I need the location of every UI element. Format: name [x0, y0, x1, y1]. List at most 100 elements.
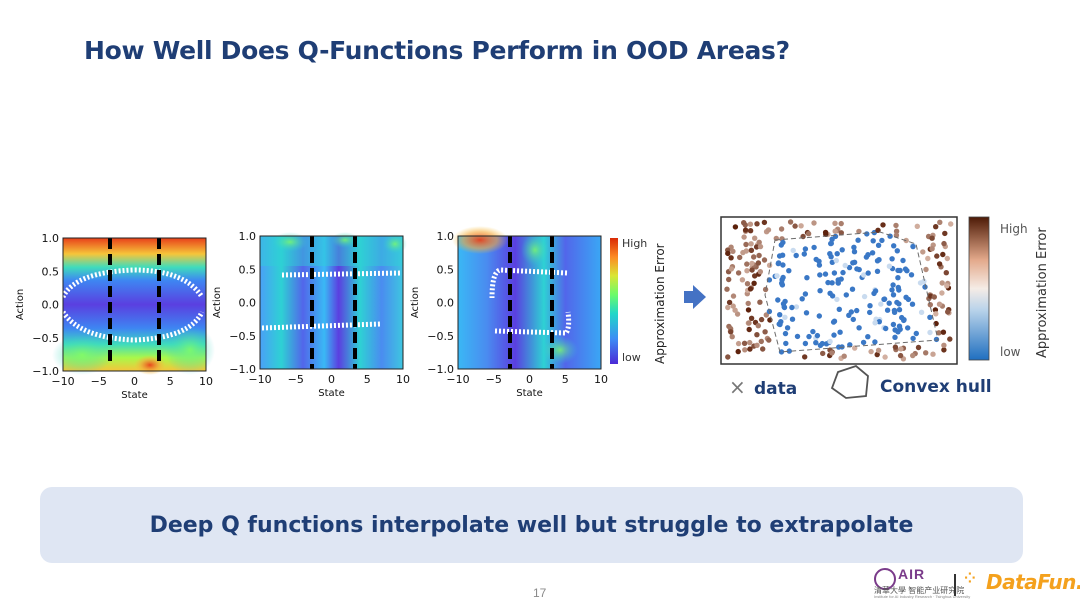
scatter-point [756, 239, 762, 245]
scatter-point [786, 268, 792, 274]
scatter-point [741, 220, 747, 226]
scatter-point [749, 267, 755, 273]
heatmap-3 [452, 226, 602, 370]
scatter-point [948, 221, 954, 227]
scatter-point [908, 272, 915, 278]
scatter-point [932, 307, 939, 313]
scatter-point [802, 291, 809, 297]
scatter-point [782, 298, 788, 305]
scatter-point [779, 282, 786, 288]
scatter-point [778, 226, 785, 232]
scatter-point [886, 300, 892, 306]
scatter-point [867, 309, 873, 316]
scatter-point [925, 255, 931, 262]
turbo-colorbar [610, 238, 618, 364]
takeaway-callout: Deep Q functions interpolate well but st… [40, 487, 1023, 563]
scatter-point [891, 309, 898, 315]
scatter-point [865, 270, 871, 276]
scatter-point [842, 262, 848, 269]
scatter-point [918, 309, 925, 315]
scatter-point [867, 303, 873, 309]
x-tick-label: −5 [486, 373, 502, 386]
scatter-point [740, 249, 746, 256]
scatter-point [726, 299, 733, 306]
y-tick-label: 0.5 [42, 265, 60, 278]
scatter-point [755, 323, 761, 329]
scatter-point [761, 257, 768, 263]
scatter-point [941, 240, 947, 247]
x-tick-label: −5 [91, 375, 107, 388]
scatter-point [895, 275, 901, 281]
scatter-point [944, 283, 950, 289]
scatter-point [814, 332, 821, 339]
scatter-point [894, 248, 900, 254]
scatter-point [898, 346, 904, 352]
scatter-point [782, 330, 789, 337]
scatter-point [728, 266, 735, 272]
scatter-point [816, 313, 822, 319]
scatter-point [802, 246, 809, 252]
scatter-point [936, 261, 943, 267]
slide-title: How Well Does Q-Functions Perform in OOD… [84, 36, 790, 65]
scatter-point [732, 224, 739, 230]
scatter-point [728, 255, 734, 261]
turbo-colorbar-high: High [622, 237, 647, 250]
scatter-point [802, 354, 808, 360]
tsinghua-seal-icon [874, 568, 896, 590]
x-axis-label: State [121, 390, 147, 401]
scatter-point [757, 269, 763, 275]
scatter-point [933, 311, 939, 317]
datafun-logo: DataFun. [986, 570, 1080, 594]
scatter-point [840, 269, 846, 276]
scatter-point [849, 286, 856, 292]
figure: High low Approximation Error 1.0 0.5 0.0 −0… [15, 216, 1050, 401]
y-tick-label: 0.0 [239, 297, 257, 310]
scatter-point [758, 316, 765, 323]
legend-data-label: data [754, 379, 797, 399]
scatter-point [943, 270, 949, 276]
scatter-point [827, 338, 833, 345]
scatter-point [832, 220, 838, 226]
scatter-point [851, 244, 857, 250]
scatter-point [799, 296, 805, 302]
heatmap-axes: 1.00.50.0−0.5−1.0−10 −5 0 5 10StateAction1.0… [15, 230, 608, 401]
scatter-point [822, 229, 829, 236]
scatter-point [793, 304, 800, 310]
scatter-point [846, 264, 853, 271]
scatter-point [811, 244, 817, 251]
scatter-point [728, 329, 734, 335]
scatter-point [734, 311, 741, 317]
y-tick-label: 0.5 [437, 263, 455, 276]
scatter-point [748, 241, 754, 247]
scatter-point [782, 314, 788, 320]
scatter-point [904, 268, 910, 274]
scatter-point [757, 299, 763, 305]
scatter-point [766, 262, 773, 268]
scatter-point [820, 350, 826, 357]
scatter-point [869, 250, 876, 256]
scatter-point [766, 337, 772, 343]
y-tick-label: −0.5 [32, 332, 59, 345]
scatter-point [843, 292, 849, 298]
x-tick-label: 10 [396, 373, 410, 386]
scatter-point [930, 351, 936, 357]
scatter-point [792, 223, 798, 229]
scatter-point [890, 321, 897, 328]
scatter-point [817, 288, 823, 294]
scatter-point [744, 261, 750, 267]
y-axis-label: Action [212, 287, 223, 318]
scatter-point [855, 237, 861, 243]
scatter-point [838, 276, 844, 282]
scatter-point [774, 273, 780, 279]
scatter-point [882, 354, 888, 360]
scatter-point [757, 243, 764, 250]
y-tick-label: −1.0 [32, 365, 59, 378]
scatter-point [864, 231, 870, 237]
scatter-points [724, 219, 954, 362]
scatter-point [729, 334, 735, 340]
scatter-point [751, 280, 757, 286]
legend-hull-icon [830, 364, 869, 399]
air-logo: AIR [898, 566, 926, 582]
scatter-point [890, 282, 896, 288]
scatter-point [790, 247, 796, 254]
